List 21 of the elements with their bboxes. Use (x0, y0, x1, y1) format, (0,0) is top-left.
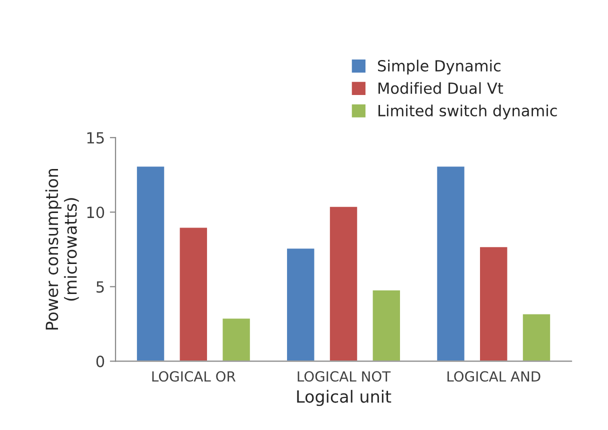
y-tick-label: 10 (87, 206, 104, 218)
x-axis-title: Logical unit (297, 390, 392, 406)
y-tick-label: 0 (96, 356, 104, 368)
bar (328, 205, 359, 362)
bar (286, 247, 316, 362)
bar (522, 312, 552, 362)
legend-label: Limited switch dynamic (378, 104, 557, 120)
legend-label: Simple Dynamic (378, 60, 500, 75)
y-tick-label: 5 (96, 281, 104, 293)
bar (221, 317, 252, 362)
x-tick-label: LOGICAL NOT (298, 371, 391, 382)
bar (371, 288, 402, 362)
legend-label: Modified Dual Vt (378, 82, 504, 94)
bar (136, 165, 166, 362)
x-tick-label: LOGICAL OR (152, 371, 236, 382)
bar (436, 165, 466, 362)
x-tick-label: LOGICAL AND (447, 371, 540, 382)
bar (178, 226, 208, 362)
y-axis-title: Power consumption (microwatts) (45, 169, 79, 330)
y-tick-label: 15 (87, 132, 104, 144)
bar (478, 246, 509, 362)
